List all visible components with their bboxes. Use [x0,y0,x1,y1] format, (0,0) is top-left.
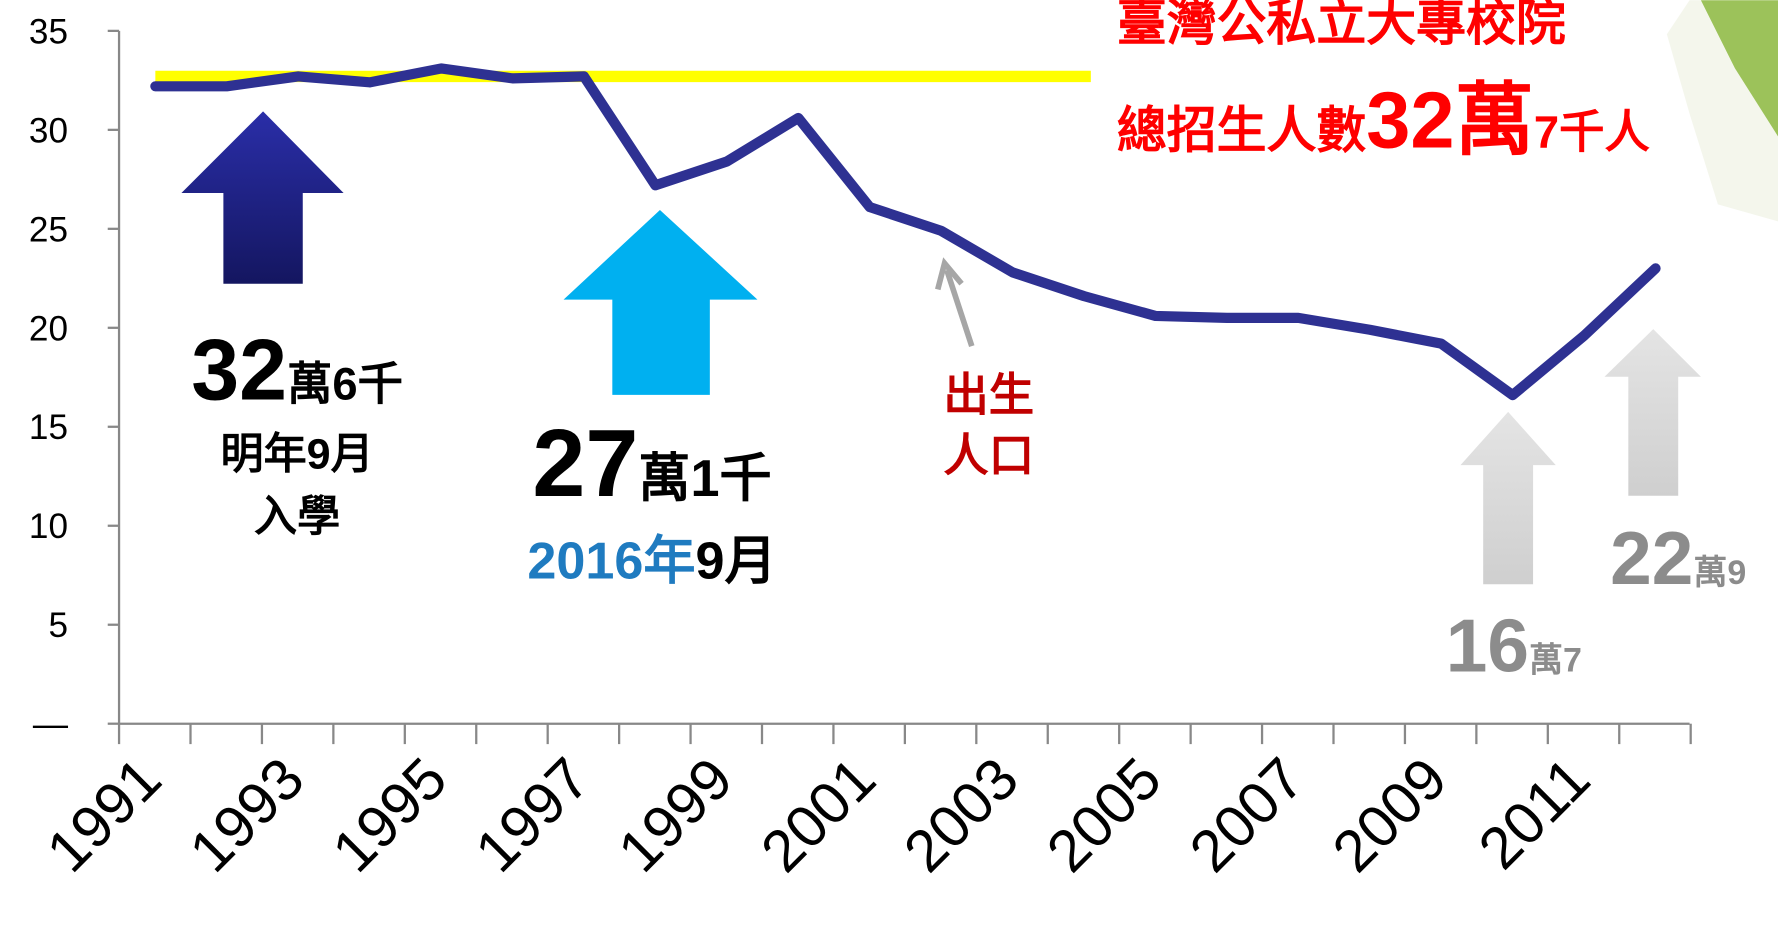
x-tick-label: 2003 [892,746,1031,885]
y-tick-label: 10 [29,507,68,546]
x-tick-label: 2007 [1178,746,1317,885]
annotation-part: 出生 [943,370,1034,421]
y-tick-label: 25 [29,210,68,249]
y-tick-label: 35 [29,12,68,51]
annotation-part: 人口 [943,430,1034,481]
arrow [1461,412,1556,584]
x-tick-label: 2009 [1321,746,1460,885]
annotation-part: 明年9月 [220,431,373,479]
chart: —510152025303519911993199519971999200120… [0,0,1778,936]
arrow [1605,329,1701,496]
annotation: 22萬9 [1610,516,1746,600]
annotation-part: 27 [532,411,638,517]
annotation: 32萬6千 [191,322,403,418]
arrow [181,111,343,283]
annotation: 總招生人數32萬7千人 [1117,76,1651,165]
x-tick-label: 2001 [749,746,888,885]
annotation-part: 萬7 [1529,642,1582,680]
y-tick-label: 15 [29,408,68,447]
annotation: 臺灣公私立大專校院 [1117,0,1566,51]
annotation-part: 32 [191,322,287,418]
annotation-part: 總招生人數 [1117,103,1367,159]
y-tick-label: 5 [48,606,68,645]
annotation-part: 22 [1610,516,1693,600]
x-tick-label: 1991 [35,746,174,885]
annotation-part: 16 [1446,604,1529,688]
x-tick-label: 2005 [1035,746,1174,885]
annotation: 入學 [254,493,340,541]
annotation: 出生 [943,370,1034,421]
x-tick-label: 1995 [321,746,460,885]
x-tick-label: 1993 [178,746,317,885]
annotation-part: 2016年 [527,533,695,591]
y-tick-label: — [33,705,69,744]
arrow [564,210,758,395]
x-tick-label: 1999 [606,746,745,885]
annotation-part: 臺灣公私立大專校院 [1117,0,1566,51]
x-tick-label: 2011 [1467,746,1603,882]
annotation: 人口 [943,430,1034,481]
annotation-part: 入學 [254,493,340,541]
annotation-part: 9月 [696,533,777,591]
annotation-part: 萬6千 [287,358,403,409]
annotation-part: 萬9 [1693,554,1746,592]
annotation-part: 32萬 [1366,76,1534,165]
annotation-part: 萬1千 [638,450,771,508]
annotation: 16萬7 [1446,604,1582,688]
annotation-part: 7千人 [1534,107,1651,158]
annotation: 明年9月 [220,431,373,479]
page: —510152025303519911993199519971999200120… [0,0,1778,936]
x-tick-label: 1997 [464,746,603,885]
annotation: 2016年9月 [527,533,776,591]
y-tick-label: 20 [29,309,68,348]
annotation: 27萬1千 [532,411,771,517]
y-tick-label: 30 [29,111,68,150]
